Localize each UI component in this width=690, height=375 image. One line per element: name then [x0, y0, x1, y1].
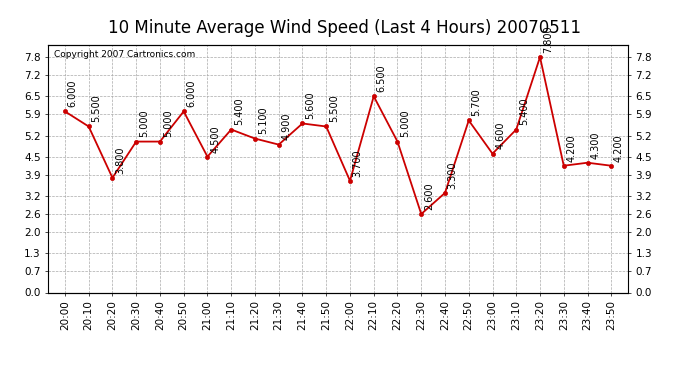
Text: 6.000: 6.000	[68, 80, 78, 107]
Text: 5.500: 5.500	[92, 94, 101, 122]
Text: 10 Minute Average Wind Speed (Last 4 Hours) 20070511: 10 Minute Average Wind Speed (Last 4 Hou…	[108, 19, 582, 37]
Text: 3.800: 3.800	[115, 146, 125, 174]
Text: 3.700: 3.700	[353, 149, 363, 177]
Text: 5.000: 5.000	[139, 110, 149, 137]
Text: 6.500: 6.500	[377, 64, 386, 92]
Text: Copyright 2007 Cartronics.com: Copyright 2007 Cartronics.com	[54, 50, 195, 59]
Text: 5.400: 5.400	[234, 98, 244, 125]
Text: 5.600: 5.600	[305, 92, 315, 119]
Text: 6.000: 6.000	[186, 80, 197, 107]
Text: 4.900: 4.900	[282, 113, 291, 140]
Text: 3.300: 3.300	[448, 161, 457, 189]
Text: 4.600: 4.600	[495, 122, 505, 150]
Text: 7.800: 7.800	[543, 25, 553, 53]
Text: 4.500: 4.500	[210, 125, 220, 153]
Text: 4.300: 4.300	[591, 131, 600, 159]
Text: 5.700: 5.700	[471, 88, 482, 116]
Text: 2.600: 2.600	[424, 182, 434, 210]
Text: 5.000: 5.000	[163, 110, 172, 137]
Text: 5.100: 5.100	[258, 107, 268, 134]
Text: 5.400: 5.400	[519, 98, 529, 125]
Text: 4.200: 4.200	[566, 134, 577, 162]
Text: 5.500: 5.500	[329, 94, 339, 122]
Text: 4.200: 4.200	[614, 134, 624, 162]
Text: 5.000: 5.000	[400, 110, 411, 137]
